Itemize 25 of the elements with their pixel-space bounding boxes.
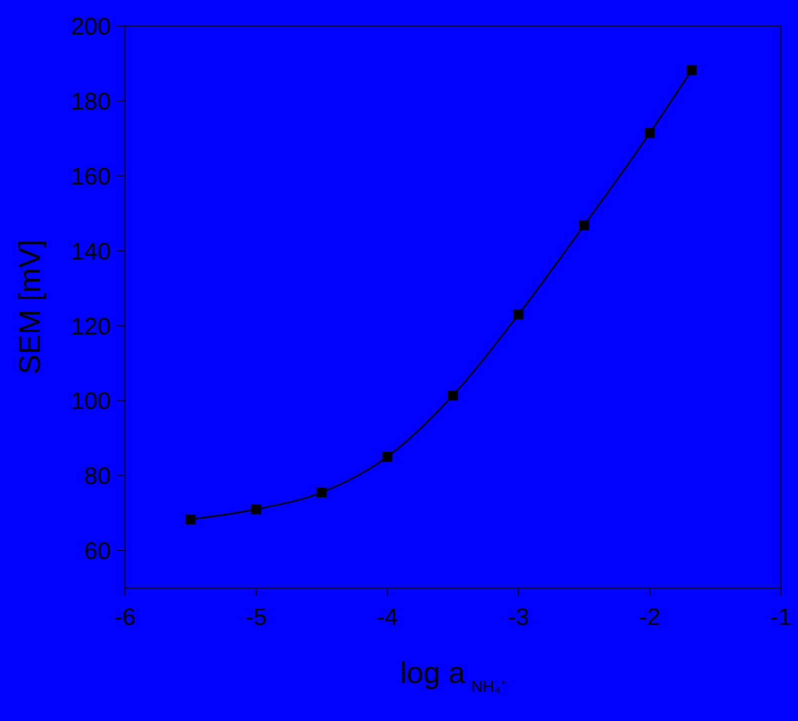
y-axis-title: SEM [mV] — [14, 239, 47, 375]
x-tick-label: -1 — [770, 604, 792, 632]
point — [251, 504, 262, 514]
point — [514, 309, 524, 320]
y-tick-label: 100 — [70, 388, 111, 416]
x-axis-title: log a$_{NH₄⁺}$ — [400, 657, 506, 696]
y-tick-label: 200 — [70, 14, 111, 41]
point — [686, 65, 697, 76]
x-tick-label: -6 — [114, 604, 136, 632]
y-tick-label: 140 — [70, 238, 111, 266]
y-tick-label: 120 — [70, 313, 111, 340]
x-tick-label: -2 — [639, 604, 660, 632]
x-tick-label: -3 — [508, 604, 530, 632]
point — [316, 487, 327, 498]
y-tick-label: 60 — [84, 538, 111, 566]
point — [644, 128, 655, 138]
point — [186, 514, 196, 524]
x-tick-label: -4 — [376, 604, 398, 632]
point — [579, 220, 590, 230]
x-tick-label: -5 — [246, 604, 267, 632]
y-tick-label: 160 — [70, 163, 111, 190]
point — [448, 390, 458, 400]
y-tick-label: 180 — [70, 88, 111, 116]
point — [382, 452, 392, 462]
y-tick-label: 80 — [84, 463, 111, 490]
